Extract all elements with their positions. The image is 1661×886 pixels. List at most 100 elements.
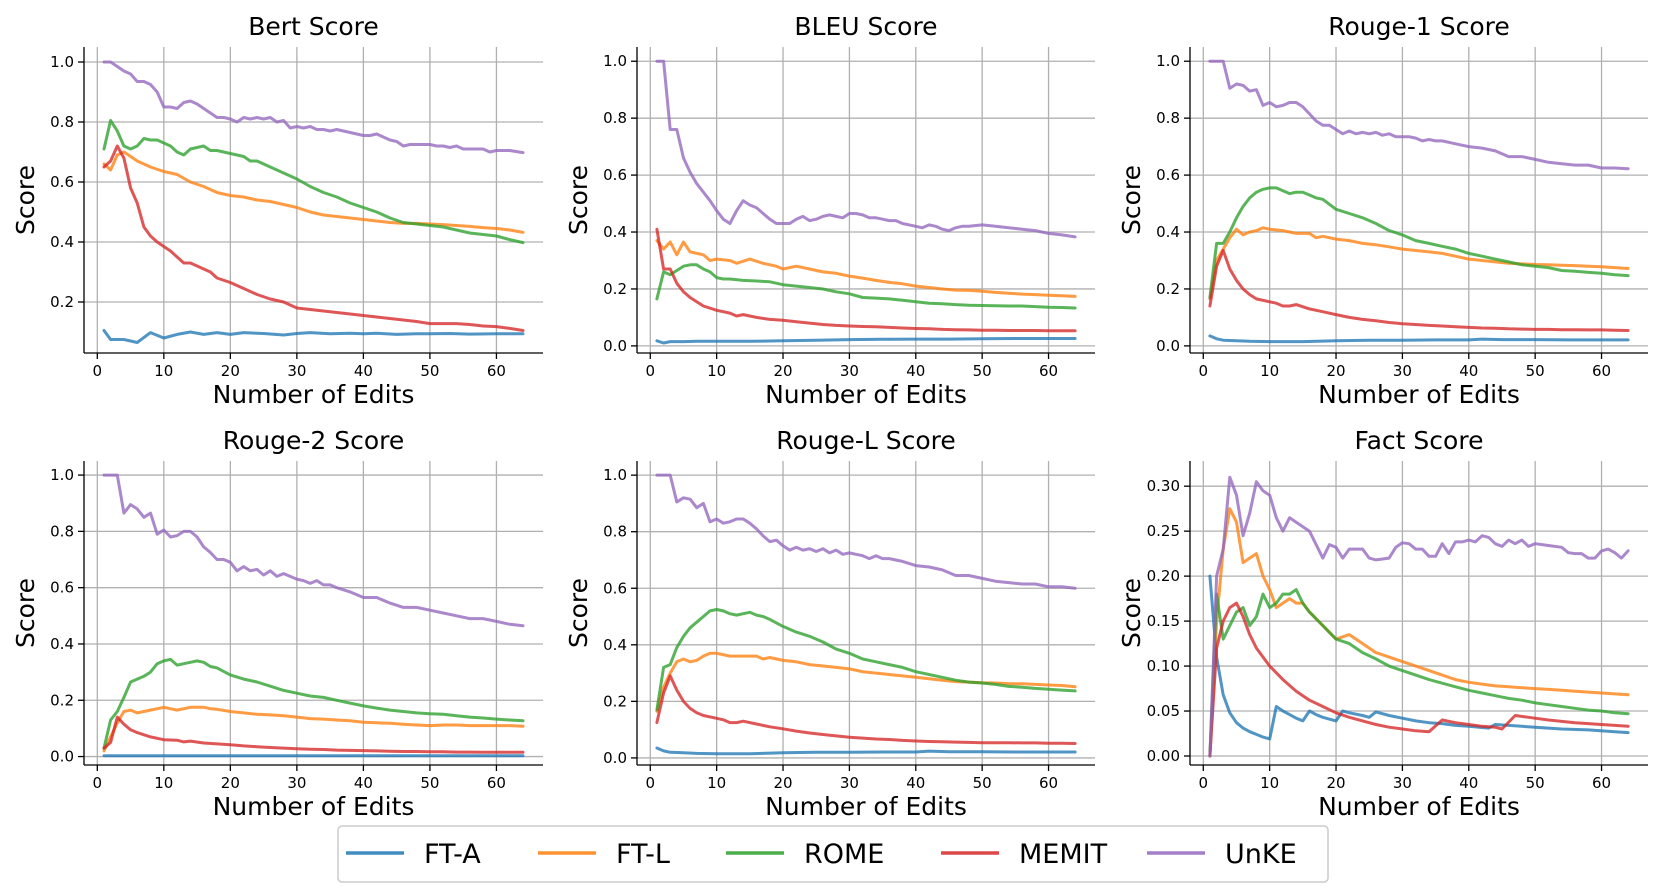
series-line-rome (1208, 588, 1630, 758)
y-tick-label: 0.20 (1147, 567, 1180, 585)
chart-panel: 0 10 20 30 40 50 60 0.0 0.2 0.4 0.6 0.8 1.0 BLEU Scor… (564, 12, 1095, 409)
x-axis-label: Number of Edits (1318, 792, 1520, 821)
y-tick-label: 0.4 (603, 636, 627, 654)
series-line-ft-l (655, 651, 1077, 713)
y-tick-label: 0.6 (603, 579, 627, 597)
y-tick-label: 1.0 (50, 53, 74, 71)
x-axis-label: Number of Edits (213, 380, 415, 409)
series-line-unke (102, 60, 525, 155)
x-tick-label: 10 (707, 362, 726, 380)
y-tick-label: 0.0 (603, 337, 627, 355)
x-tick-label: 20 (1326, 362, 1345, 380)
series-line-ft-l (1208, 507, 1630, 758)
y-tick-label: 0.0 (50, 748, 74, 766)
y-tick-label: 1.0 (50, 466, 74, 484)
chart-panels: 0 10 20 30 40 50 60 0.2 0.4 0.6 0.8 1.0 Bert Score Nu… (11, 12, 1648, 821)
y-axis-label: Score (11, 165, 40, 235)
legend-item-rome: ROME (726, 839, 884, 870)
series-line-memit (655, 674, 1077, 745)
x-tick-label: 30 (840, 362, 859, 380)
y-tick-label: 0.8 (603, 109, 627, 127)
x-tick-label: 20 (221, 774, 240, 792)
y-tick-label: 0.15 (1147, 612, 1180, 630)
x-tick-label: 10 (1260, 362, 1279, 380)
x-tick-label: 40 (354, 774, 373, 792)
y-tick-label: 0.4 (50, 233, 74, 251)
y-tick-label: 0.0 (1156, 337, 1180, 355)
legend-box (337, 825, 1329, 883)
series-line-ft-a (1208, 574, 1630, 741)
x-tick-label: 40 (906, 362, 925, 380)
y-tick-label: 0.4 (1156, 223, 1180, 241)
x-tick-label: 50 (973, 774, 992, 792)
legend-item-unke: UnKE (1147, 839, 1297, 870)
y-tick-label: 1.0 (1156, 52, 1180, 70)
x-tick-label: 50 (420, 362, 439, 380)
chart-panel: 0 10 20 30 40 50 60 0.0 0.2 0.4 0.6 0.8 1.0 Rouge-2 S… (11, 426, 543, 821)
y-tick-label: 0.6 (603, 166, 627, 184)
x-tick-label: 0 (646, 362, 656, 380)
x-tick-label: 40 (1459, 362, 1478, 380)
x-tick-label: 10 (154, 774, 173, 792)
series-line-ft-a (102, 329, 525, 344)
x-tick-label: 0 (1199, 362, 1209, 380)
x-tick-label: 40 (906, 774, 925, 792)
x-tick-label: 40 (1459, 774, 1478, 792)
x-tick-label: 30 (287, 774, 306, 792)
y-tick-label: 0.4 (603, 223, 627, 241)
y-tick-label: 0.8 (50, 522, 74, 540)
x-tick-label: 50 (1526, 774, 1545, 792)
y-tick-label: 0.05 (1147, 702, 1180, 720)
series-line-memit (1208, 601, 1630, 758)
x-tick-label: 50 (420, 774, 439, 792)
legend-item-ft-l: FT-L (538, 839, 670, 870)
series-line-ft-a (655, 337, 1077, 345)
x-tick-label: 20 (773, 362, 792, 380)
chart-title: Rouge-1 Score (1328, 12, 1510, 41)
series-line-unke (655, 59, 1077, 239)
y-tick-label: 1.0 (603, 52, 627, 70)
chart-title: Fact Score (1355, 426, 1484, 455)
chart-panel: 0 10 20 30 40 50 60 0.0 0.2 0.4 0.6 0.8 1.0 Rouge-1 S… (1117, 12, 1648, 409)
y-tick-label: 0.2 (603, 280, 627, 298)
x-tick-label: 60 (1592, 774, 1611, 792)
y-tick-label: 0.6 (50, 173, 74, 191)
y-tick-label: 0.4 (50, 635, 74, 653)
y-axis-label: Score (1117, 578, 1146, 648)
series-line-ft-l (655, 239, 1077, 298)
y-axis-label: Score (1117, 165, 1146, 235)
y-tick-label: 0.6 (50, 579, 74, 597)
series-line-ft-a (1208, 334, 1630, 344)
y-tick-label: 0.2 (50, 293, 74, 311)
series-line-rome (655, 608, 1077, 712)
series-line-rome (102, 119, 525, 245)
x-tick-label: 50 (1526, 362, 1545, 380)
x-tick-label: 30 (840, 774, 859, 792)
y-axis-label: Score (564, 578, 593, 648)
series-line-ft-l (102, 150, 525, 234)
series-line-rome (1208, 186, 1630, 299)
series-line-memit (655, 227, 1077, 333)
x-tick-label: 60 (1592, 362, 1611, 380)
series-line-unke (655, 473, 1077, 590)
legend-item-memit: MEMIT (941, 839, 1108, 870)
x-tick-label: 20 (1326, 774, 1345, 792)
legend-label: FT-A (424, 839, 481, 870)
y-tick-label: 0.6 (1156, 166, 1180, 184)
series-line-ft-a (655, 746, 1077, 756)
y-tick-label: 0.30 (1147, 477, 1180, 495)
y-tick-label: 0.10 (1147, 657, 1180, 675)
series-line-memit (102, 144, 525, 332)
x-tick-label: 30 (287, 362, 306, 380)
legend-label: UnKE (1225, 839, 1297, 870)
chart-panel: 0 10 20 30 40 50 60 0.0 0.2 0.4 0.6 0.8 1.0 Rouge-L S… (564, 426, 1095, 821)
series-line-memit (102, 715, 525, 754)
y-tick-label: 0.8 (50, 113, 74, 131)
x-tick-label: 60 (487, 774, 506, 792)
series-line-memit (1208, 249, 1630, 332)
x-axis-label: Number of Edits (765, 792, 967, 821)
series-line-unke (1208, 59, 1630, 171)
x-tick-label: 30 (1393, 774, 1412, 792)
x-tick-label: 60 (487, 362, 506, 380)
